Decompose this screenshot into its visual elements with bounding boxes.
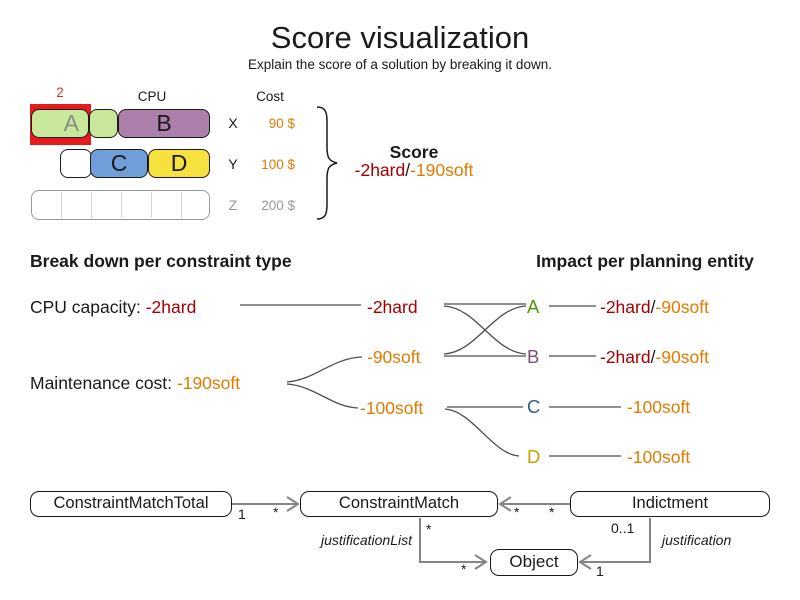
page-title: Score visualization — [270, 20, 530, 55]
machine-z-label: Z — [228, 197, 238, 213]
multiplicity-cmt-source: 1 — [238, 506, 246, 522]
constraint-connectors — [240, 303, 621, 457]
impact-separator: / — [650, 297, 656, 317]
match-value-hard: -2hard — [367, 297, 418, 317]
multiplicity-ind-object-target: 1 — [596, 563, 604, 579]
entity-d-impact: -100soft — [627, 447, 691, 467]
constraint-cpu-capacity: CPU capacity: -2hard — [30, 297, 196, 317]
machine-z-cost: 200 $ — [261, 198, 295, 213]
grid-line — [91, 192, 92, 218]
entity-a-impact: -2hard/-90soft — [600, 297, 709, 317]
score-value: -2hard/-190soft — [338, 160, 490, 181]
constraint-value: -190soft — [176, 373, 241, 393]
grid-line — [181, 192, 182, 218]
process-block-c: C — [90, 149, 148, 178]
multiplicity-cm-object-source: * — [426, 521, 432, 537]
cost-column-header: Cost — [256, 89, 284, 104]
machine-y-cost: 100 $ — [261, 157, 295, 172]
empty-slot-block — [60, 149, 92, 178]
role-justification-list: justificationList — [320, 532, 412, 548]
uml-class-object: Object — [490, 549, 578, 576]
breakdown-heading: Break down per constraint type — [30, 251, 292, 271]
score-soft-part: -190soft — [410, 160, 474, 180]
overload-amount-label: 2 — [56, 85, 64, 100]
grid-line — [61, 192, 62, 218]
brace-shape — [316, 106, 338, 220]
page-subtitle: Explain the score of a solution by break… — [248, 57, 552, 72]
constraint-label: CPU capacity: — [30, 297, 146, 317]
impact-soft-part: -90soft — [655, 347, 709, 367]
process-block-b: B — [118, 109, 210, 138]
grid-line — [121, 192, 122, 218]
multiplicity-cmt-target: * — [273, 504, 279, 520]
process-block-a: A — [31, 109, 89, 138]
uml-class-constraint-match-total: ConstraintMatchTotal — [30, 491, 232, 517]
multiplicity-ind-cm-source: * — [549, 504, 555, 520]
impact-hard-part: -2hard — [600, 297, 651, 317]
process-block-d: D — [148, 149, 210, 178]
entity-b-label: B — [527, 346, 540, 367]
uml-class-indictment: Indictment — [570, 491, 770, 517]
empty-machine-grid — [31, 190, 210, 220]
cpu-column-header: CPU — [137, 89, 167, 104]
impact-hard-part: -2hard — [600, 347, 651, 367]
match-value-90soft: -90soft — [367, 347, 421, 367]
machine-x-cost: 90 $ — [268, 116, 295, 131]
uml-class-constraint-match: ConstraintMatch — [300, 491, 498, 517]
constraint-value: -2hard — [145, 297, 197, 317]
role-justification: justification — [662, 532, 732, 548]
impact-soft-part: -90soft — [655, 297, 709, 317]
entity-a-label: A — [527, 296, 540, 317]
machine-y-label: Y — [228, 156, 238, 172]
process-block-a-extra — [89, 109, 118, 138]
entity-c-label: C — [527, 396, 541, 417]
entity-d-label: D — [527, 446, 541, 467]
multiplicity-cm-object-target: * — [461, 561, 467, 577]
grid-line — [151, 192, 152, 218]
constraint-label: Maintenance cost: — [30, 373, 177, 393]
impact-heading: Impact per planning entity — [536, 251, 754, 271]
score-separator: / — [405, 160, 411, 180]
score-hard-part: -2hard — [354, 160, 406, 180]
multiplicity-ind-cm-target: * — [514, 504, 520, 520]
constraint-maintenance-cost: Maintenance cost: -190soft — [30, 373, 240, 393]
match-value-100soft: -100soft — [360, 398, 424, 418]
entity-b-impact: -2hard/-90soft — [600, 347, 709, 367]
impact-separator: / — [650, 347, 656, 367]
score-heading: Score — [389, 142, 439, 162]
entity-c-impact: -100soft — [627, 397, 691, 417]
multiplicity-ind-object-source: 0..1 — [611, 520, 635, 536]
machine-x-label: X — [228, 115, 238, 131]
